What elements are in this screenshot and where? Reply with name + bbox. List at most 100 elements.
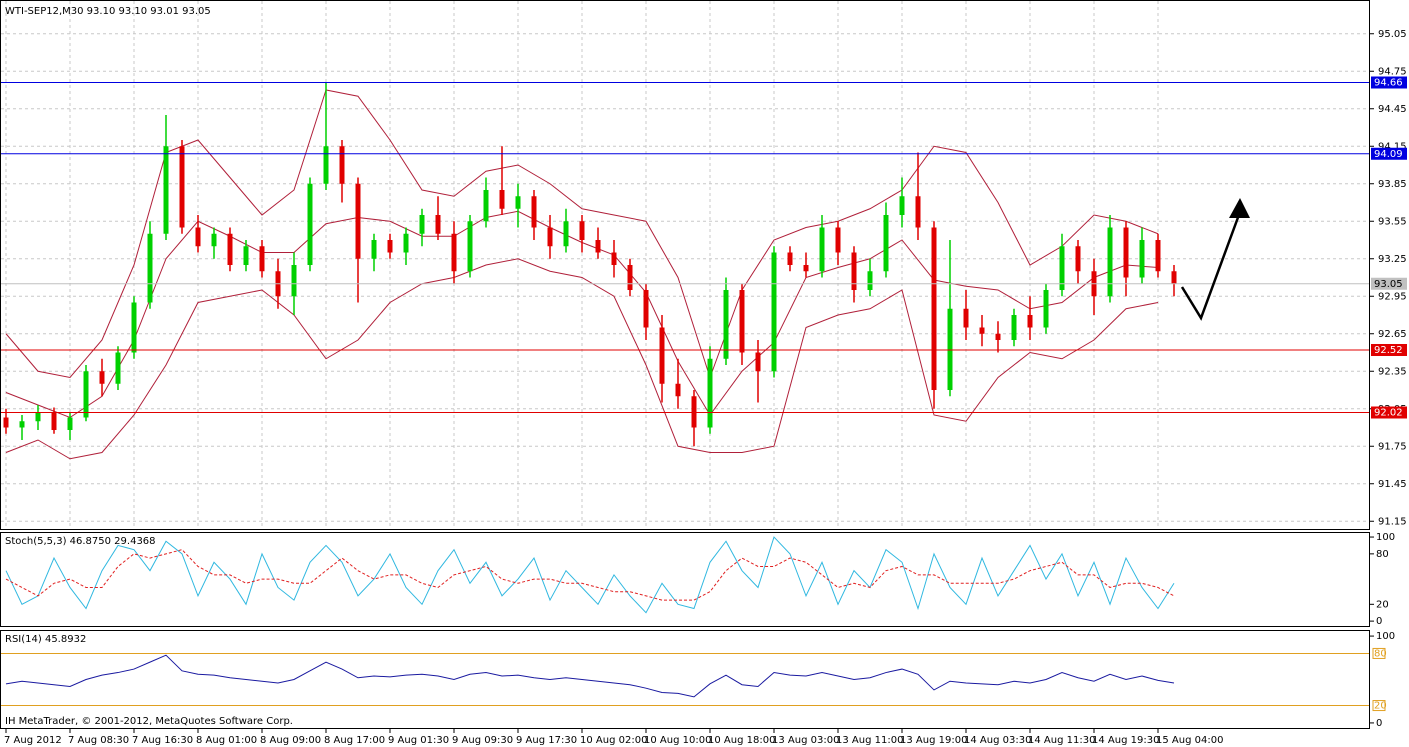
y-tick-label: 100 (1376, 532, 1395, 543)
level-label: 80 (1374, 648, 1387, 659)
candle-body (83, 371, 89, 418)
y-tick-label: 91.45 (1378, 479, 1407, 490)
candle-body (99, 371, 105, 384)
level-label-box (1372, 647, 1386, 659)
x-tick-label: 8 Aug 01:00 (196, 735, 257, 746)
arrow-head (1229, 198, 1250, 218)
candle-body (515, 196, 521, 209)
candle-body (1059, 246, 1065, 290)
y-tick-label: 92.35 (1378, 366, 1407, 377)
candle-body (1075, 246, 1081, 272)
y-tick-label: 93.85 (1378, 179, 1407, 190)
candle-body (483, 190, 489, 222)
band-lower (5, 258, 1159, 460)
x-tick-label: 9 Aug 09:30 (452, 735, 513, 746)
x-tick-label: 7 Aug 16:30 (132, 735, 193, 746)
candle-body (227, 233, 233, 265)
candle-body (67, 417, 73, 430)
candle-body (339, 146, 345, 184)
y-tick-label: 80 (1376, 549, 1389, 560)
level-label-box (1371, 147, 1407, 160)
candle-body (595, 240, 601, 253)
candle-body (531, 196, 537, 228)
candle-body (19, 421, 25, 428)
y-tick-label: 94.75 (1378, 66, 1407, 77)
candle-body (755, 352, 761, 372)
y-tick-label: 94.15 (1378, 141, 1407, 152)
candle-body (1043, 290, 1049, 328)
candle-body (51, 412, 57, 430)
x-tick-label: 14 Aug 11:30 (1028, 735, 1095, 746)
candle-body (131, 302, 137, 353)
x-tick-label: 7 Aug 08:30 (68, 735, 129, 746)
candle-body (627, 265, 633, 290)
x-tick-label: 14 Aug 03:30 (964, 735, 1031, 746)
x-tick-label: 10 Aug 02:00 (580, 735, 647, 746)
stoch-frame (0, 532, 1370, 627)
candle-body (979, 327, 985, 334)
rsi-frame (0, 630, 1370, 729)
x-tick-label: 9 Aug 17:30 (516, 735, 577, 746)
level-label: 92.02 (1374, 408, 1403, 419)
candle-body (259, 246, 265, 272)
x-tick-label: 10 Aug 18:00 (708, 735, 775, 746)
candle-body (611, 252, 617, 265)
candle-body (323, 146, 329, 184)
candle-body (707, 358, 713, 428)
y-tick-label: 92.65 (1378, 329, 1407, 340)
candle-body (1155, 240, 1161, 272)
y-tick-label: 20 (1376, 599, 1389, 610)
last-price-label: 93.05 (1374, 279, 1403, 290)
y-tick-label: 0 (1376, 616, 1382, 627)
candle-body (3, 417, 9, 428)
x-tick-label: 10 Aug 10:00 (644, 735, 711, 746)
y-tick-label: 94.45 (1378, 104, 1407, 115)
candle-body (963, 308, 969, 328)
x-tick-label: 13 Aug 19:00 (900, 735, 967, 746)
candle-body (403, 233, 409, 253)
candle-body (451, 233, 457, 272)
y-tick-label: 100 (1376, 631, 1395, 642)
rsi-title: RSI(14) 45.8932 (5, 634, 86, 645)
level-label: 92.52 (1374, 345, 1403, 356)
candle-body (787, 252, 793, 265)
level-label-box (1371, 406, 1407, 419)
candle-body (771, 252, 777, 372)
level-label-box (1371, 76, 1407, 89)
last-price-box (1371, 277, 1407, 290)
candle-body (691, 396, 697, 428)
x-tick-label: 15 Aug 04:00 (1156, 735, 1223, 746)
candle-body (291, 265, 297, 297)
x-tick-label: 7 Aug 2012 (4, 735, 62, 746)
level-label-box (1372, 700, 1386, 712)
candle-body (211, 233, 217, 247)
x-tick-label: 9 Aug 01:30 (388, 735, 449, 746)
x-tick-label: 13 Aug 03:00 (772, 735, 839, 746)
candle-body (1027, 315, 1033, 328)
candle-body (355, 183, 361, 259)
y-tick-label: 0 (1376, 718, 1382, 729)
y-tick-label: 91.75 (1378, 441, 1407, 452)
candle-body (835, 227, 841, 253)
candle-body (435, 215, 441, 234)
candle-body (723, 290, 729, 359)
stoch-title: Stoch(5,5,3) 46.8750 29.4368 (5, 536, 156, 547)
candle-body (499, 190, 505, 209)
chart-title: WTI-SEP12,M30 93.10 93.10 93.01 93.05 (5, 6, 211, 17)
candle-body (931, 227, 937, 390)
candle-body (899, 196, 905, 215)
candle-body (803, 265, 809, 272)
indicator-line (5, 536, 1175, 614)
candle-body (947, 308, 953, 390)
x-tick-label: 13 Aug 11:00 (836, 735, 903, 746)
candle-body (467, 221, 473, 272)
candle-body (851, 252, 857, 290)
candle-body (675, 383, 681, 397)
y-tick-label: 93.25 (1378, 254, 1407, 265)
candle-body (1107, 227, 1113, 297)
x-tick-label: 8 Aug 17:00 (324, 735, 385, 746)
candle-body (995, 333, 1001, 340)
candle-body (579, 221, 585, 240)
candle-body (115, 352, 121, 384)
